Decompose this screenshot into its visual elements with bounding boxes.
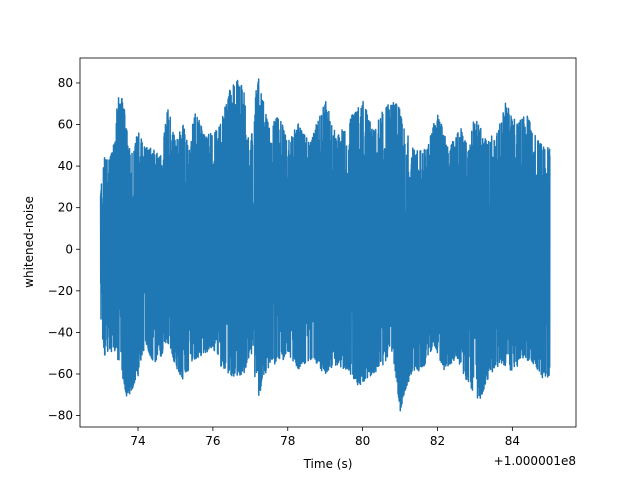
x-tick-label: 74	[130, 434, 145, 448]
series-line-whitened-noise	[99, 78, 551, 412]
x-axis: 74 76 78 80 82 84	[130, 427, 520, 448]
x-tick-label: 84	[505, 434, 520, 448]
y-tick-label: 40	[58, 159, 73, 173]
y-tick-label: 80	[58, 76, 73, 90]
y-tick-label: −20	[48, 284, 73, 298]
x-tick-label: 78	[280, 434, 295, 448]
y-axis: −80 −60 −40 −20 0 20 40 60 80	[48, 76, 80, 423]
axes-frame	[79, 57, 577, 428]
y-tick-label: 60	[58, 118, 73, 132]
y-tick-label: 20	[58, 201, 73, 215]
x-tick-label: 80	[355, 434, 370, 448]
x-axis-label: Time (s)	[303, 457, 353, 471]
x-tick-label: 76	[205, 434, 220, 448]
y-axis-label: whitened-noise	[22, 196, 36, 288]
x-axis-offset-label: +1.000001e8	[494, 454, 576, 468]
y-tick-label: 0	[65, 242, 73, 256]
x-tick-label: 82	[430, 434, 445, 448]
y-tick-label: −40	[48, 325, 73, 339]
y-tick-label: −80	[48, 409, 73, 423]
y-tick-label: −60	[48, 367, 73, 381]
series-whitened-noise	[99, 78, 551, 412]
